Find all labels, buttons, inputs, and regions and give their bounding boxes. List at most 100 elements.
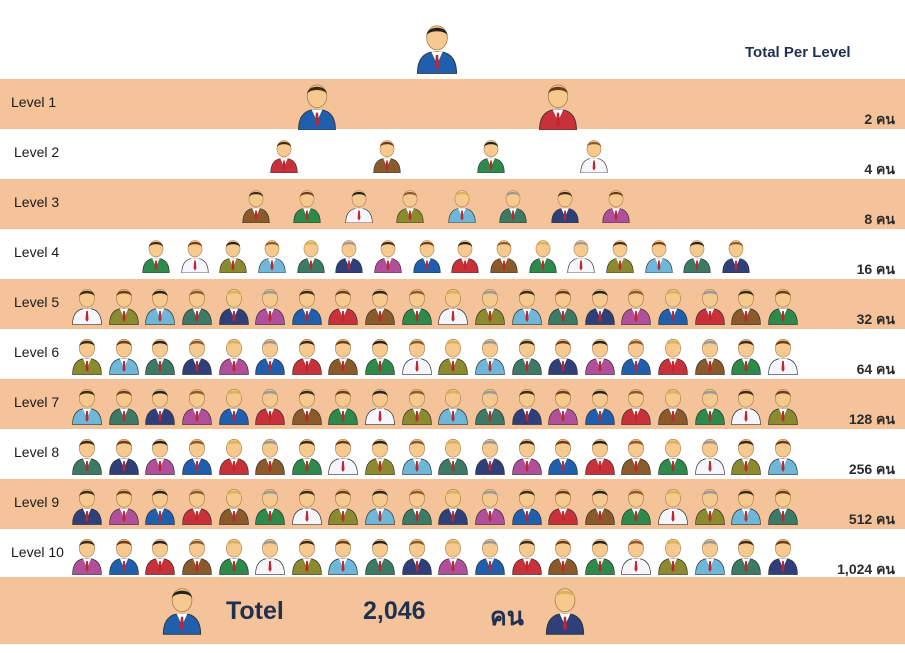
footer-value: 2,046 — [363, 597, 426, 625]
level-label: Level 3 — [14, 194, 60, 210]
level-row: Level 10 1,024 คน — [0, 529, 905, 579]
person-icon — [619, 285, 653, 325]
level-total: 8 คน — [864, 211, 895, 227]
person-icon — [449, 237, 481, 273]
person-icon — [583, 385, 617, 425]
person-icon — [546, 385, 580, 425]
person-icon — [693, 535, 727, 575]
person-icon — [400, 485, 434, 525]
person-icon — [217, 535, 251, 575]
person-icon — [240, 187, 272, 223]
person-icon — [143, 485, 177, 525]
person-icon — [180, 535, 214, 575]
person-icon — [546, 285, 580, 325]
person-icon — [473, 385, 507, 425]
person-icon — [656, 435, 690, 475]
person-icon — [217, 485, 251, 525]
person-icon — [140, 237, 172, 273]
person-icon — [619, 335, 653, 375]
person-icon-footer-left — [160, 583, 204, 635]
level-row: Level 2 4 คน — [0, 129, 905, 179]
level-label: Level 7 — [14, 394, 60, 410]
person-icon — [619, 485, 653, 525]
person-icon — [143, 535, 177, 575]
person-icon — [143, 335, 177, 375]
person-icon — [656, 535, 690, 575]
person-icon — [326, 435, 360, 475]
person-icon — [729, 485, 763, 525]
person-icon — [70, 285, 104, 325]
person-icon — [326, 485, 360, 525]
person-icon — [510, 485, 544, 525]
person-icon — [583, 285, 617, 325]
person-icon — [253, 485, 287, 525]
person-icon — [179, 237, 211, 273]
level-label: Level 9 — [14, 494, 60, 510]
level-label: Level 6 — [14, 344, 60, 360]
person-icon — [253, 535, 287, 575]
person-icon — [290, 385, 324, 425]
person-icon — [436, 385, 470, 425]
person-icon — [290, 435, 324, 475]
level-total: 128 คน — [848, 411, 895, 427]
person-icon — [656, 285, 690, 325]
person-icon — [693, 435, 727, 475]
person-icon — [729, 285, 763, 325]
person-icon — [536, 80, 580, 130]
person-icon — [436, 285, 470, 325]
person-icon — [546, 435, 580, 475]
person-icon — [436, 535, 470, 575]
level-total: 256 คน — [848, 461, 895, 477]
person-icon — [527, 237, 559, 273]
person-icon — [180, 435, 214, 475]
person-icon — [70, 435, 104, 475]
person-icon — [400, 335, 434, 375]
person-icon — [473, 435, 507, 475]
person-icon — [619, 435, 653, 475]
footer-label: Totel — [226, 597, 284, 625]
person-icon — [720, 237, 752, 273]
person-icon — [180, 335, 214, 375]
person-icon — [510, 535, 544, 575]
level-label: Level 10 — [11, 544, 64, 560]
person-icon — [217, 237, 249, 273]
person-icon — [729, 385, 763, 425]
person-icon — [400, 535, 434, 575]
person-icon — [546, 335, 580, 375]
person-icon — [729, 335, 763, 375]
person-icon — [326, 535, 360, 575]
level-total: 16 คน — [856, 261, 895, 277]
person-icon — [290, 335, 324, 375]
person-icon — [143, 285, 177, 325]
person-icon — [253, 385, 287, 425]
person-icon — [217, 335, 251, 375]
person-icon — [656, 385, 690, 425]
person-icon — [291, 187, 323, 223]
level-total: 4 คน — [864, 161, 895, 177]
person-icon — [619, 385, 653, 425]
person-icon — [766, 335, 800, 375]
person-icon — [326, 385, 360, 425]
person-icon — [583, 535, 617, 575]
person-icon — [371, 137, 403, 173]
person-icon — [295, 237, 327, 273]
person-icon — [766, 285, 800, 325]
person-icon — [107, 285, 141, 325]
person-icon — [693, 285, 727, 325]
person-icon — [256, 237, 288, 273]
person-icon — [253, 285, 287, 325]
person-icon — [363, 335, 397, 375]
person-icon — [729, 535, 763, 575]
person-icon — [619, 535, 653, 575]
person-icon — [400, 285, 434, 325]
level-row: Level 7 128 คน — [0, 379, 905, 429]
person-icon — [268, 137, 300, 173]
level-label: Level 2 — [14, 144, 60, 160]
person-icon — [497, 187, 529, 223]
person-icon — [766, 385, 800, 425]
level-label: Level 1 — [11, 94, 57, 110]
level-total: 1,024 คน — [837, 561, 895, 577]
person-icon — [510, 385, 544, 425]
person-icon — [343, 187, 375, 223]
person-icon — [583, 485, 617, 525]
